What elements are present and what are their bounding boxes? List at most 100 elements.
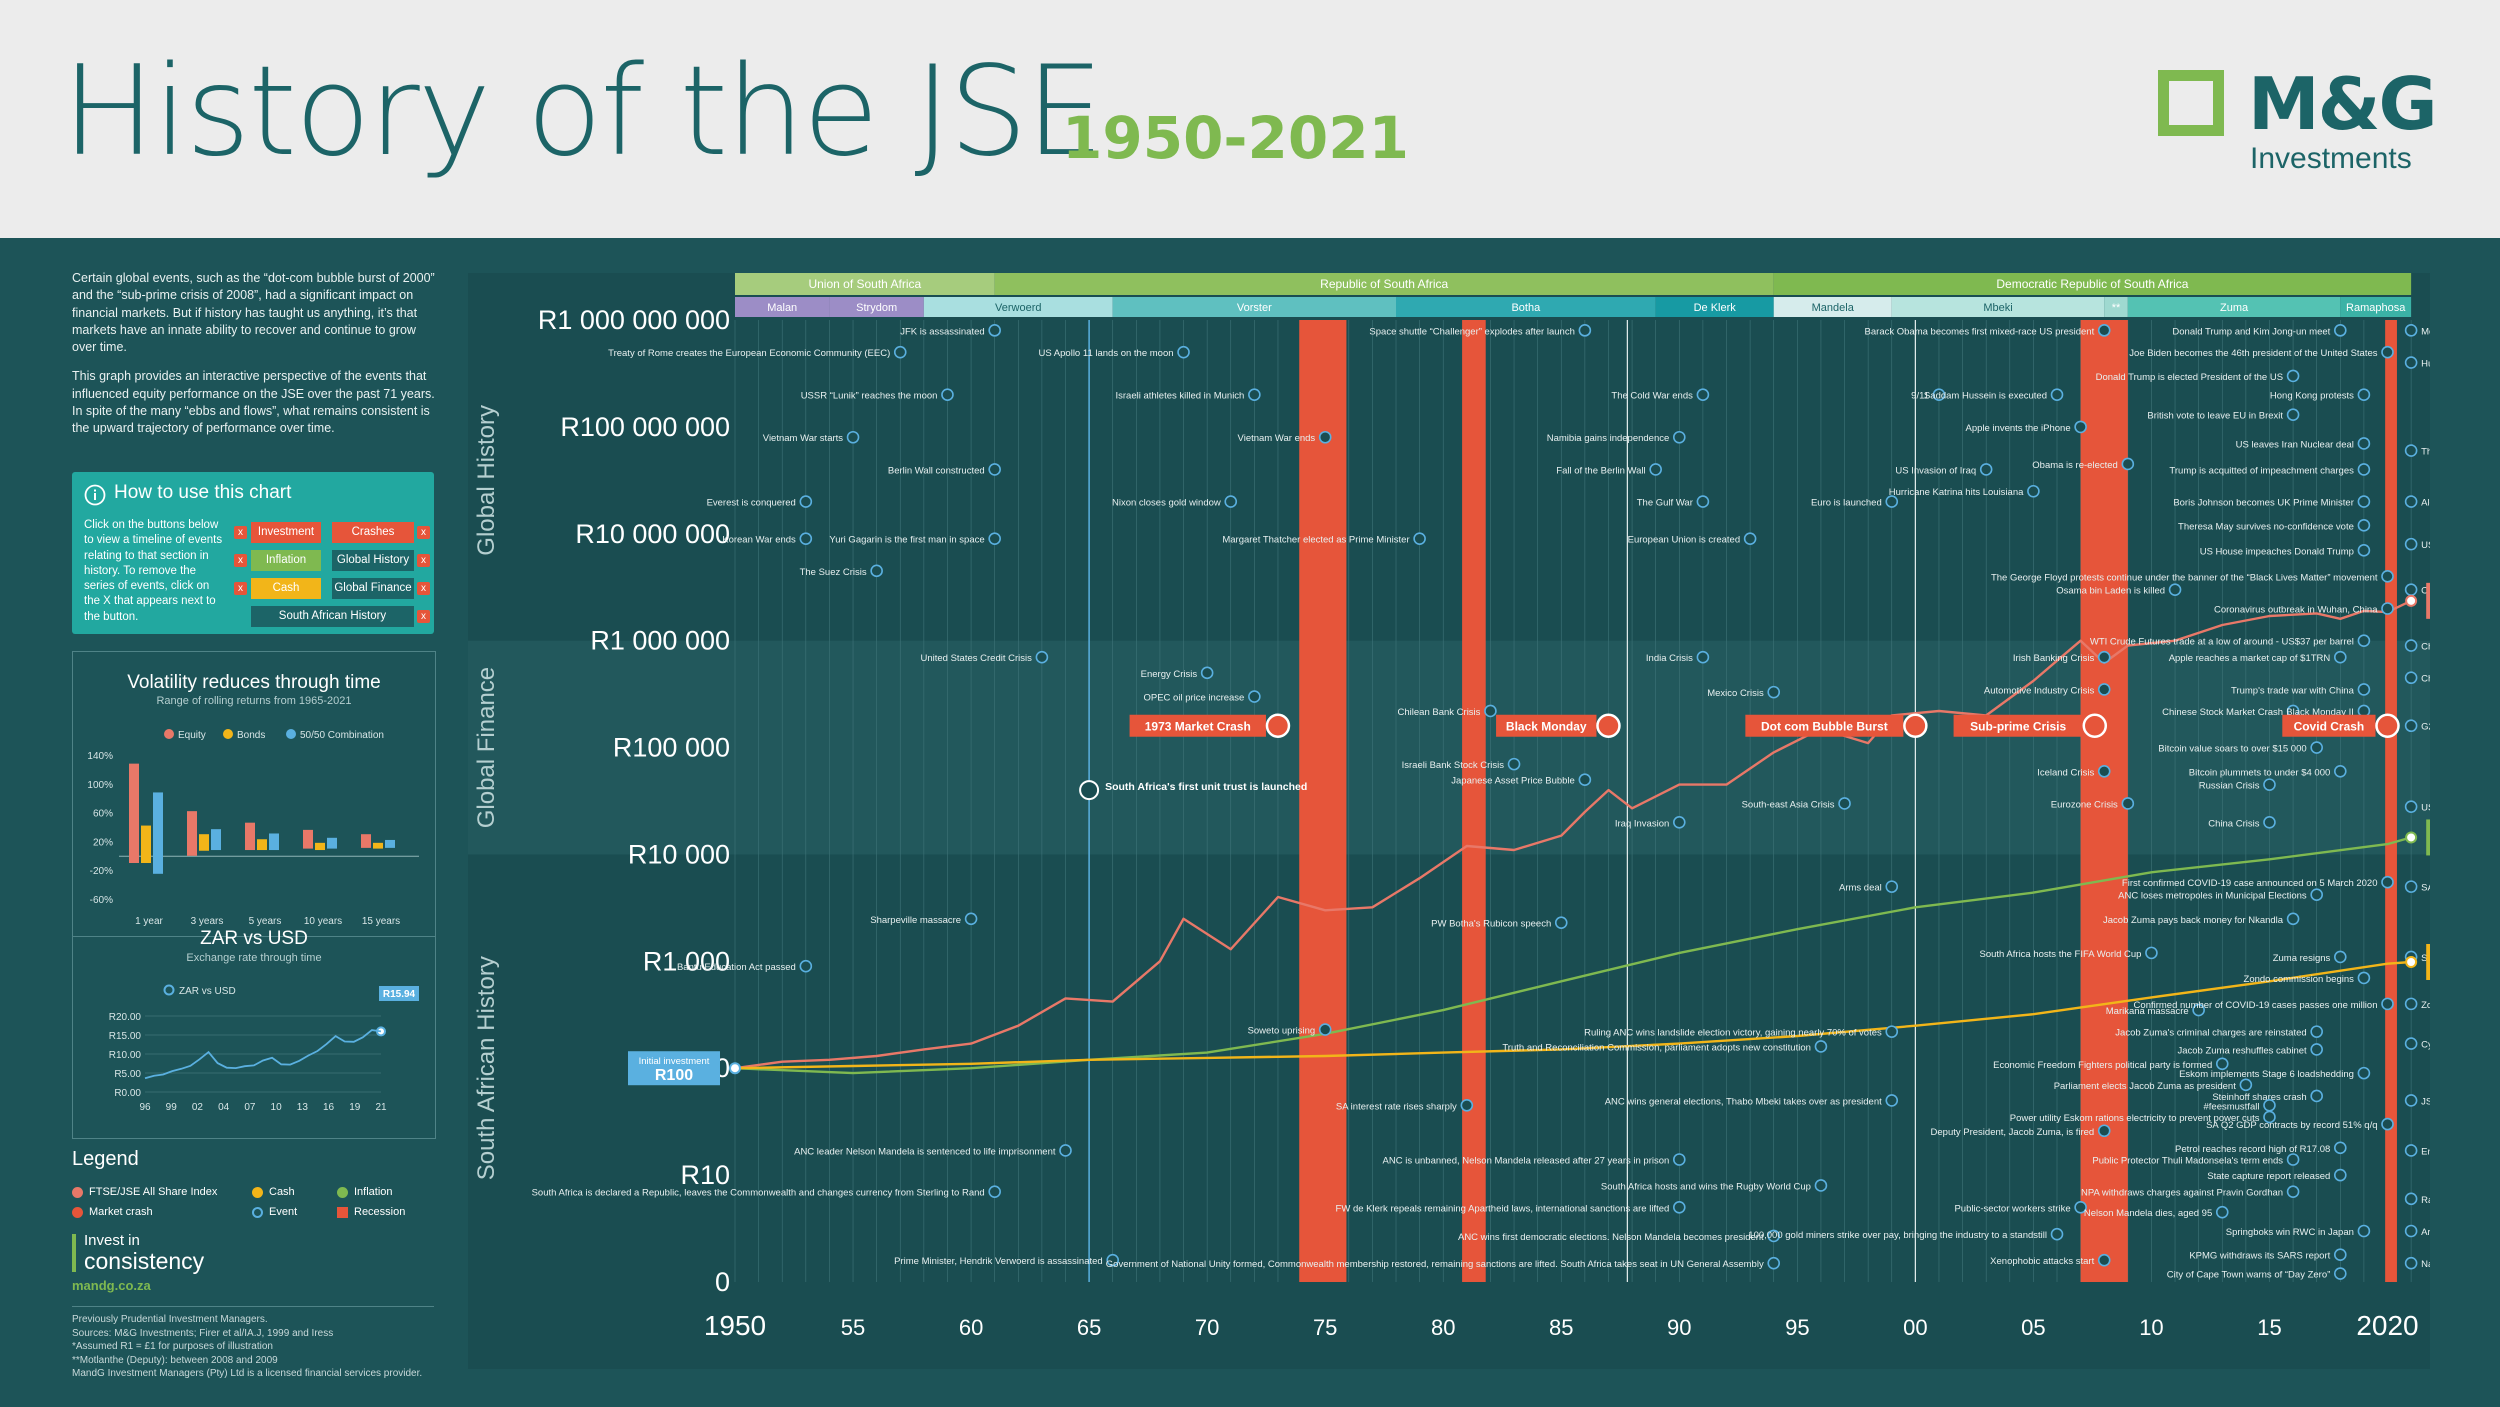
legend-item: FTSE/JSE All Share Index [72, 1186, 217, 1198]
vol-bar-bonds [257, 839, 267, 851]
cash-close-button[interactable]: x [234, 582, 247, 595]
global-finance-close-button[interactable]: x [417, 582, 430, 595]
xtick-label: 55 [841, 1315, 865, 1340]
crashes-close-button[interactable]: x [417, 526, 430, 539]
event-label: ANC leader Nelson Mandela is sentenced t… [794, 1146, 1056, 1157]
leader-label: Vorster [1237, 302, 1272, 314]
inflation-button[interactable]: Inflation [251, 550, 321, 571]
inflation-close-button[interactable]: x [234, 554, 247, 567]
event-label: Government of National Unity formed, Com… [1106, 1259, 1764, 1270]
event-marker [1059, 1144, 1072, 1157]
south-african-history-button[interactable]: South African History [251, 606, 414, 627]
event-marker [2404, 639, 2418, 652]
vol-xtick-label: 10 years [304, 916, 342, 927]
event-marker [2192, 1003, 2205, 1017]
footnote: *Assumed R1 = £1 for purposes of illustr… [72, 1341, 273, 1352]
event-marker [1248, 690, 1261, 703]
event-marker [2357, 519, 2371, 532]
legend-title: Legend [72, 1148, 139, 1170]
zar-ytick-label: R20.00 [109, 1012, 142, 1023]
leader-band [923, 297, 1113, 317]
event-marker [2097, 764, 2111, 778]
crash-dot-icon [72, 1206, 83, 1218]
event-label: Margaret Thatcher elected as Prime Minis… [1222, 535, 1409, 546]
cash-button[interactable]: Cash [251, 578, 321, 599]
event-label: Soweto uprising [1248, 1026, 1316, 1037]
zar-title: ZAR vs USD [200, 928, 308, 949]
event-label: The Taliban return to power after NATO w… [2421, 447, 2430, 458]
website-link[interactable]: mandg.co.za [72, 1278, 151, 1293]
event-marker [2404, 719, 2418, 733]
investment-button[interactable]: Investment [251, 522, 321, 543]
event-label: ANC wins general elections, Thabo Mbeki … [1605, 1096, 1882, 1107]
event-marker [2310, 1043, 2323, 1056]
event-marker [1413, 532, 1426, 545]
crash-marker [1265, 713, 1291, 738]
section-label: Global Finance [473, 667, 500, 828]
event-marker [2097, 1253, 2111, 1267]
equity-end-callout [2426, 582, 2500, 619]
event-label: Economic Freedom Fighters political part… [1993, 1060, 2212, 1071]
xtick-label: 10 [2139, 1315, 2163, 1340]
event-label: Iraq Invasion [1615, 818, 1669, 829]
zar-xtick-label: 04 [218, 1102, 230, 1113]
footnotes: Previously Prudential Investment Manager… [72, 1313, 452, 1381]
ytick-label: R10 000 000 [575, 519, 730, 549]
vol-bar-combo [211, 829, 221, 851]
south-african-history-close-button[interactable]: x [417, 610, 430, 623]
event-marker [799, 532, 813, 545]
legend-item: Inflation [337, 1186, 393, 1198]
event-label: The Gulf War [1637, 498, 1693, 509]
event-label: City of Cape Town warns of “Day Zero” [2167, 1270, 2331, 1281]
event-label: KPMG withdraws its SARS report [2189, 1251, 2330, 1262]
zar-panel: ZAR vs USD Exchange rate through time ZA… [72, 924, 436, 1139]
event-marker [1248, 388, 1261, 402]
global-history-button[interactable]: Global History [332, 550, 414, 571]
event-marker [2286, 408, 2300, 422]
event-marker [2357, 634, 2371, 647]
event-label: Bitcoin value soars to over $15 000 [2158, 744, 2306, 755]
event-marker [2404, 1144, 2418, 1157]
event-marker [1767, 685, 1781, 699]
event-marker [2404, 324, 2418, 337]
global-history-close-button[interactable]: x [417, 554, 430, 567]
event-label: ANC wins first democratic elections. Nel… [1458, 1232, 1764, 1243]
event-marker [2357, 1224, 2371, 1238]
vol-xtick-label: 1 year [135, 916, 163, 927]
event-label: Zuma resigns [2273, 953, 2331, 964]
ytick-label: R10 [680, 1160, 730, 1190]
event-marker [2097, 324, 2111, 337]
xtick-label: 05 [2021, 1315, 2045, 1340]
xtick-label: 70 [1195, 1315, 1219, 1340]
event-label: Eurozone Crisis [2051, 799, 2118, 810]
event-marker [2333, 1267, 2347, 1280]
event-label: South Africa hosts and wins the Rugby Wo… [1601, 1181, 1811, 1192]
zar-chart: ZAR vs USD Exchange rate through time ZA… [109, 928, 419, 1113]
section-label: Global History [473, 405, 500, 556]
event-label: Vietnam War ends [1238, 433, 1316, 444]
event-label: The George Floyd protests continue under… [1991, 572, 2378, 583]
intro-paragraph: Certain global events, such as the “dot-… [72, 271, 435, 354]
investment-close-button[interactable]: x [234, 526, 247, 539]
event-marker [1578, 324, 1592, 337]
event-label: PW Botha's Rubicon speech [1431, 919, 1551, 930]
event-marker [1979, 463, 1993, 476]
event-marker [2333, 650, 2347, 664]
global-finance-button[interactable]: Global Finance [332, 578, 414, 599]
event-marker [799, 959, 813, 973]
crashes-button[interactable]: Crashes [332, 522, 414, 543]
vol-legend-label: Bonds [237, 730, 265, 741]
vol-bar-combo [327, 837, 337, 849]
zar-xtick-label: 19 [349, 1102, 361, 1113]
event-marker [2050, 388, 2064, 402]
event-marker [2097, 1124, 2111, 1138]
crash-marker [2082, 713, 2108, 738]
event-marker [2263, 1098, 2276, 1112]
global-finance-band [468, 640, 2430, 855]
event-label: Eskom implements Stage 6 loadshedding [2179, 1069, 2354, 1080]
event-label: Automotive Industry Crisis [1984, 685, 2095, 696]
ytick-label: R100 000 000 [560, 412, 730, 442]
crash-label: Covid Crash [2294, 720, 2365, 734]
event-marker [2404, 997, 2418, 1011]
